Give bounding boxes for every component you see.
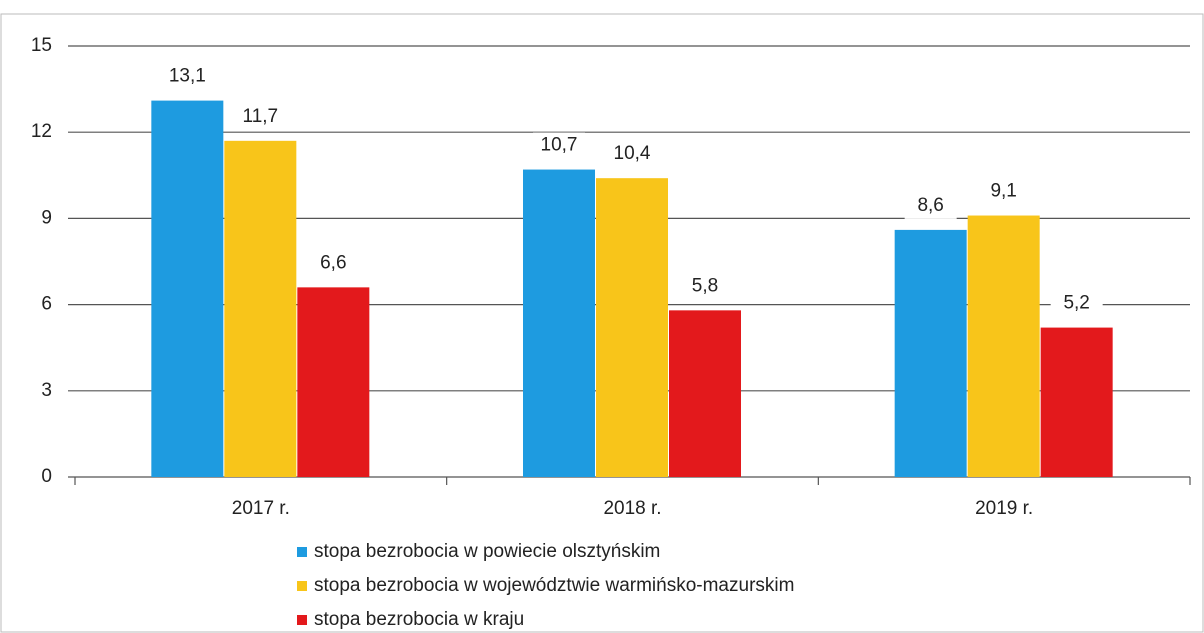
x-tick-label: 2017 r. [232, 498, 290, 519]
label-background [533, 132, 585, 159]
legend-swatch [297, 547, 307, 557]
data-label: 10,4 [614, 143, 651, 164]
y-tick-label: 0 [41, 466, 52, 487]
y-tick-label: 9 [41, 207, 52, 228]
y-tick-label: 6 [41, 294, 52, 315]
label-background [1050, 290, 1103, 317]
label-background [307, 250, 360, 277]
label-background [977, 178, 1030, 205]
data-label: 11,7 [243, 106, 279, 127]
y-tick-label: 12 [31, 121, 52, 142]
bar [523, 169, 595, 477]
label-background [606, 141, 658, 168]
data-label: 9,1 [990, 181, 1016, 202]
y-tick-label: 3 [41, 380, 52, 401]
bar [1040, 327, 1113, 477]
bar [151, 100, 224, 478]
bar [669, 310, 741, 477]
y-tick-label: 15 [31, 35, 52, 56]
label-background [234, 103, 287, 130]
label-background [679, 273, 731, 300]
x-tick-label: 2019 r. [975, 498, 1033, 519]
bar [894, 229, 967, 477]
bar [297, 287, 370, 477]
data-label: 10,7 [541, 135, 578, 156]
x-tick-label: 2018 r. [603, 498, 661, 519]
bar [596, 178, 668, 477]
bar [224, 140, 297, 477]
bar [967, 215, 1040, 477]
legend-swatch [297, 581, 307, 591]
legend-label: stopa bezrobocia w kraju [314, 609, 524, 630]
legend-label: stopa bezrobocia w województwie warmińsk… [314, 575, 794, 596]
data-label: 5,2 [1063, 293, 1089, 314]
data-label: 6,6 [320, 252, 346, 273]
data-label: 8,6 [917, 195, 943, 216]
data-label: 5,8 [692, 275, 718, 296]
label-background [161, 63, 214, 90]
legend-label: stopa bezrobocia w powiecie olsztyńskim [314, 541, 660, 562]
data-label: 13,1 [169, 66, 206, 87]
chart-border [0, 13, 1204, 633]
label-background [904, 192, 957, 219]
legend-swatch [297, 615, 307, 625]
